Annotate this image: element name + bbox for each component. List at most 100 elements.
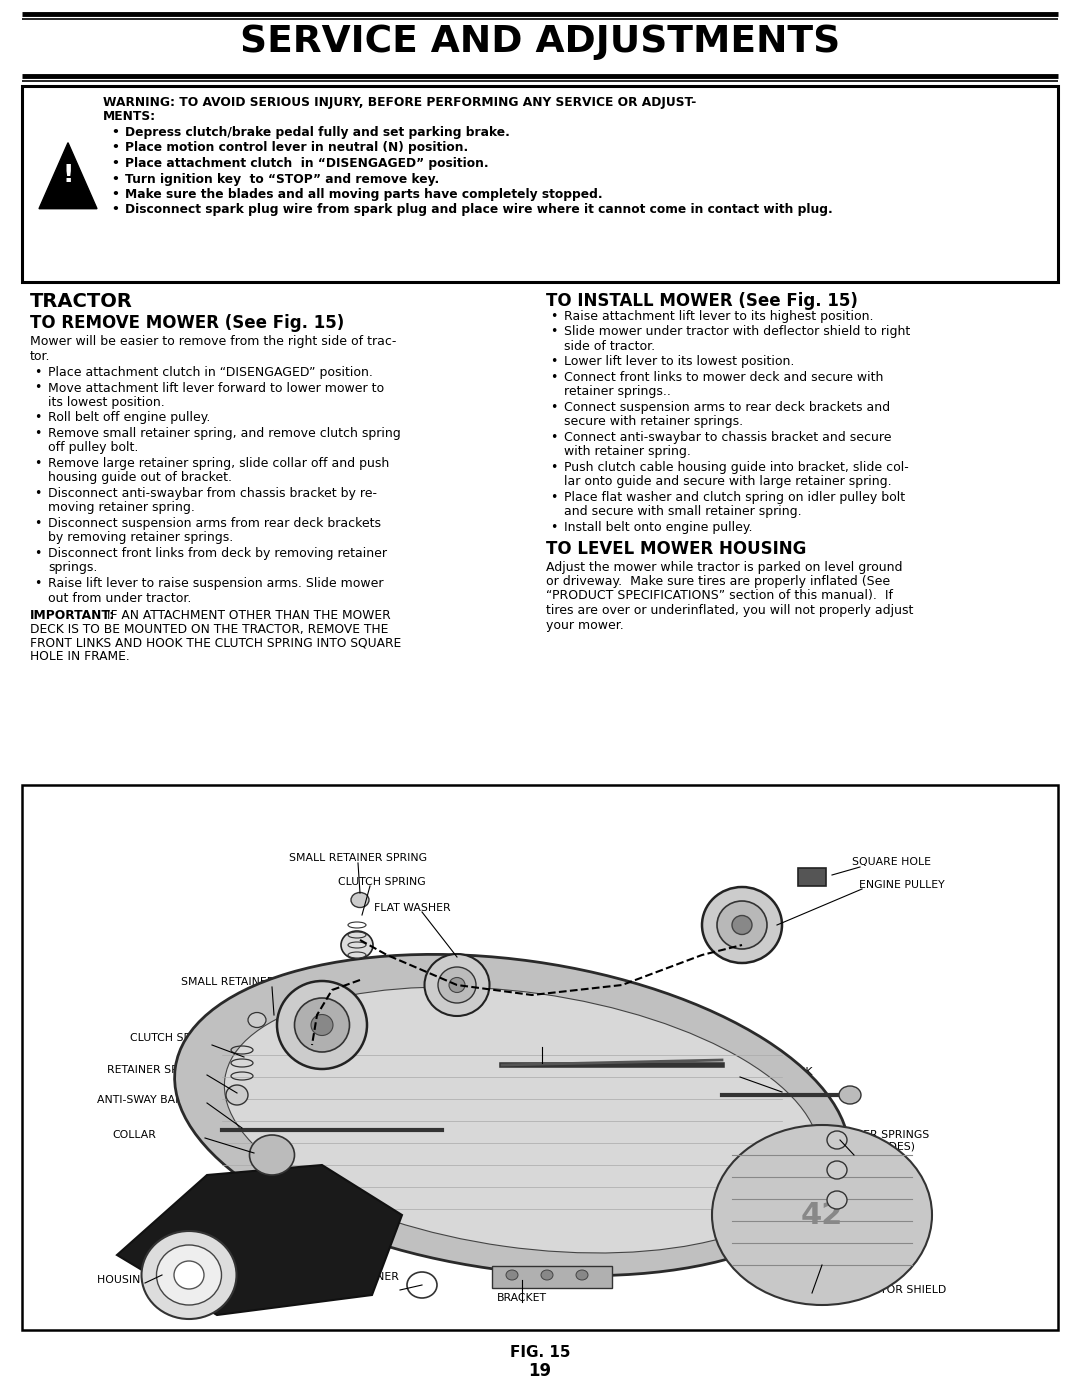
Text: •: • bbox=[33, 381, 41, 394]
Polygon shape bbox=[117, 1165, 402, 1315]
Text: 19: 19 bbox=[528, 1362, 552, 1380]
Text: IF AN ATTACHMENT OTHER THAN THE MOWER: IF AN ATTACHMENT OTHER THAN THE MOWER bbox=[103, 609, 391, 622]
Ellipse shape bbox=[141, 1231, 237, 1319]
Ellipse shape bbox=[276, 981, 367, 1069]
Text: moving retainer spring.: moving retainer spring. bbox=[48, 502, 194, 514]
Text: •: • bbox=[33, 577, 41, 590]
Text: •: • bbox=[550, 355, 557, 369]
Text: SERVICE AND ADJUSTMENTS: SERVICE AND ADJUSTMENTS bbox=[240, 24, 840, 60]
Ellipse shape bbox=[225, 988, 820, 1253]
Text: DEFLECTOR SHIELD: DEFLECTOR SHIELD bbox=[838, 1285, 946, 1295]
Text: Adjust the mower while tractor is parked on level ground: Adjust the mower while tractor is parked… bbox=[546, 560, 903, 574]
Text: Connect suspension arms to rear deck brackets and: Connect suspension arms to rear deck bra… bbox=[564, 401, 890, 414]
Ellipse shape bbox=[424, 954, 489, 1016]
Text: Install belt onto engine pulley.: Install belt onto engine pulley. bbox=[564, 521, 753, 534]
Text: IMPORTANT:: IMPORTANT: bbox=[30, 609, 116, 622]
Ellipse shape bbox=[732, 915, 752, 935]
Text: lar onto guide and secure with large retainer spring.: lar onto guide and secure with large ret… bbox=[564, 475, 892, 489]
Ellipse shape bbox=[438, 967, 476, 1003]
Ellipse shape bbox=[717, 901, 767, 949]
Text: •: • bbox=[111, 204, 119, 217]
Text: Move attachment lift lever forward to lower mower to: Move attachment lift lever forward to lo… bbox=[48, 381, 384, 394]
Ellipse shape bbox=[311, 1014, 333, 1035]
Bar bbox=[22, 87, 1058, 282]
Ellipse shape bbox=[341, 930, 373, 958]
Text: •: • bbox=[111, 156, 119, 170]
Ellipse shape bbox=[827, 1161, 847, 1179]
Text: •: • bbox=[111, 126, 119, 138]
Text: by removing retainer springs.: by removing retainer springs. bbox=[48, 531, 233, 545]
Text: •: • bbox=[111, 141, 119, 155]
Text: Connect anti-swaybar to chassis bracket and secure: Connect anti-swaybar to chassis bracket … bbox=[564, 432, 891, 444]
Text: or driveway.  Make sure tires are properly inflated (See: or driveway. Make sure tires are properl… bbox=[546, 576, 890, 588]
Text: Disconnect suspension arms from rear deck brackets: Disconnect suspension arms from rear dec… bbox=[48, 517, 381, 529]
Text: out from under tractor.: out from under tractor. bbox=[48, 591, 191, 605]
Text: Depress clutch/brake pedal fully and set parking brake.: Depress clutch/brake pedal fully and set… bbox=[125, 126, 510, 138]
Polygon shape bbox=[39, 142, 97, 208]
Text: tor.: tor. bbox=[30, 349, 51, 362]
Text: Place flat washer and clutch spring on idler pulley bolt: Place flat washer and clutch spring on i… bbox=[564, 490, 905, 504]
Text: ENGINE PULLEY: ENGINE PULLEY bbox=[860, 880, 945, 890]
Text: Raise attachment lift lever to its highest position.: Raise attachment lift lever to its highe… bbox=[564, 310, 874, 323]
Text: Turn ignition key  to “STOP” and remove key.: Turn ignition key to “STOP” and remove k… bbox=[125, 172, 440, 186]
Text: its lowest position.: its lowest position. bbox=[48, 395, 165, 409]
Text: secure with retainer springs.: secure with retainer springs. bbox=[564, 415, 743, 429]
Text: TO INSTALL MOWER (See Fig. 15): TO INSTALL MOWER (See Fig. 15) bbox=[546, 292, 858, 310]
Ellipse shape bbox=[175, 954, 849, 1275]
Text: Place attachment clutch  in “DISENGAGED” position.: Place attachment clutch in “DISENGAGED” … bbox=[125, 156, 488, 170]
Text: WARNING: TO AVOID SERIOUS INJURY, BEFORE PERFORMING ANY SERVICE OR ADJUST-: WARNING: TO AVOID SERIOUS INJURY, BEFORE… bbox=[103, 96, 697, 109]
Text: COLLAR: COLLAR bbox=[112, 1130, 156, 1140]
Bar bbox=[798, 868, 826, 886]
Ellipse shape bbox=[249, 1134, 295, 1175]
Ellipse shape bbox=[827, 1132, 847, 1148]
Text: SUSPENSION
ARMS: SUSPENSION ARMS bbox=[507, 1023, 578, 1045]
Ellipse shape bbox=[295, 997, 350, 1052]
Text: •: • bbox=[33, 412, 41, 425]
Text: tires are over or underinflated, you will not properly adjust: tires are over or underinflated, you wil… bbox=[546, 604, 914, 617]
Ellipse shape bbox=[827, 1192, 847, 1208]
Bar bbox=[22, 785, 1058, 1330]
Text: •: • bbox=[33, 427, 41, 440]
Text: Mower will be easier to remove from the right side of trac-: Mower will be easier to remove from the … bbox=[30, 335, 396, 348]
Text: •: • bbox=[33, 548, 41, 560]
Ellipse shape bbox=[407, 1273, 437, 1298]
Text: Lower lift lever to its lowest position.: Lower lift lever to its lowest position. bbox=[564, 355, 795, 369]
Text: •: • bbox=[33, 488, 41, 500]
Text: springs.: springs. bbox=[48, 562, 97, 574]
Text: off pulley bolt.: off pulley bolt. bbox=[48, 441, 138, 454]
Text: •: • bbox=[33, 366, 41, 379]
Text: •: • bbox=[33, 517, 41, 529]
Text: SQUARE HOLE: SQUARE HOLE bbox=[852, 856, 931, 868]
Text: retainer springs..: retainer springs.. bbox=[564, 386, 671, 398]
Text: 42: 42 bbox=[800, 1200, 843, 1229]
Text: Disconnect front links from deck by removing retainer: Disconnect front links from deck by remo… bbox=[48, 548, 387, 560]
Text: Make sure the blades and all moving parts have completely stopped.: Make sure the blades and all moving part… bbox=[125, 189, 603, 201]
Text: CLUTCH SPRING: CLUTCH SPRING bbox=[338, 877, 426, 887]
Ellipse shape bbox=[702, 887, 782, 963]
Text: and secure with small retainer spring.: and secure with small retainer spring. bbox=[564, 506, 801, 518]
Text: •: • bbox=[550, 432, 557, 444]
Bar bbox=[492, 1266, 612, 1288]
Text: •: • bbox=[550, 461, 557, 474]
Text: •: • bbox=[550, 401, 557, 414]
Text: MENTS:: MENTS: bbox=[103, 110, 157, 123]
Text: Connect front links to mower deck and secure with: Connect front links to mower deck and se… bbox=[564, 372, 883, 384]
Text: •: • bbox=[550, 326, 557, 338]
Ellipse shape bbox=[507, 1270, 518, 1280]
Text: BRACKET: BRACKET bbox=[497, 1294, 546, 1303]
Text: housing guide out of bracket.: housing guide out of bracket. bbox=[48, 472, 232, 485]
Text: TO REMOVE MOWER (See Fig. 15): TO REMOVE MOWER (See Fig. 15) bbox=[30, 314, 345, 332]
Text: !: ! bbox=[63, 163, 73, 187]
Text: Roll belt off engine pulley.: Roll belt off engine pulley. bbox=[48, 412, 211, 425]
Text: Place attachment clutch in “DISENGAGED” position.: Place attachment clutch in “DISENGAGED” … bbox=[48, 366, 373, 379]
Text: Remove small retainer spring, and remove clutch spring: Remove small retainer spring, and remove… bbox=[48, 427, 401, 440]
Text: •: • bbox=[111, 172, 119, 186]
Ellipse shape bbox=[839, 1085, 861, 1104]
Ellipse shape bbox=[248, 1013, 266, 1028]
Text: with retainer spring.: with retainer spring. bbox=[564, 446, 691, 458]
Ellipse shape bbox=[351, 893, 369, 908]
Text: Raise lift lever to raise suspension arms. Slide mower: Raise lift lever to raise suspension arm… bbox=[48, 577, 383, 590]
Text: Place motion control lever in neutral (N) position.: Place motion control lever in neutral (N… bbox=[125, 141, 469, 155]
Text: CLUTCH SPRING: CLUTCH SPRING bbox=[130, 1032, 218, 1044]
Text: Disconnect anti-swaybar from chassis bracket by re-: Disconnect anti-swaybar from chassis bra… bbox=[48, 488, 377, 500]
